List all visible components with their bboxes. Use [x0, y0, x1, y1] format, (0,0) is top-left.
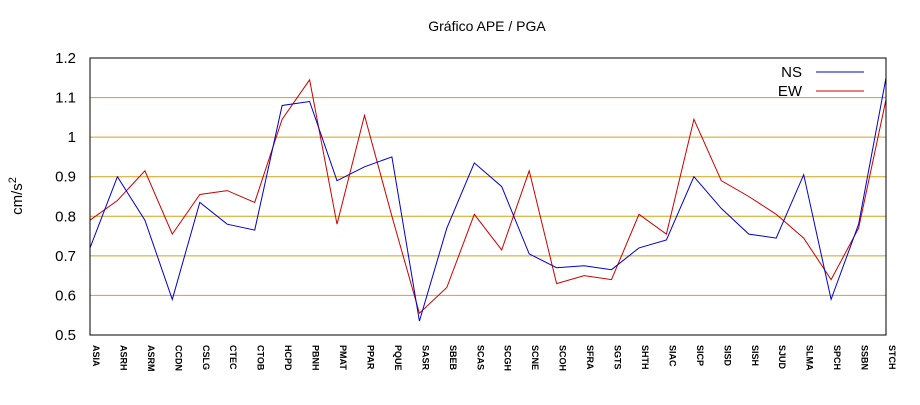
legend-label-ew: EW [778, 83, 803, 100]
series-lines [89, 77, 887, 322]
x-tick-label: SJUD [777, 345, 787, 370]
series-line-ns [89, 77, 887, 322]
grid-lines [90, 97, 886, 296]
x-tick-label: SPCH [832, 345, 842, 370]
x-tick-label: STCH [887, 345, 897, 370]
y-tick-labels: 0.5 0.6 0.7 0.8 0.9 1 1.1 1.2 [55, 50, 76, 344]
y-tick-label: 0.8 [55, 208, 76, 225]
x-tick-label: SSBN [860, 345, 870, 370]
x-tick-label: CTOB [256, 345, 266, 371]
x-tick-label: SCNE [530, 345, 540, 370]
y-tick-label: 1 [68, 129, 76, 146]
x-tick-label: SCAS [475, 345, 485, 370]
y-tick-label: 0.7 [55, 248, 76, 265]
y-tick-label: 0.6 [55, 287, 76, 304]
x-tick-label: PPAR [365, 345, 375, 370]
x-tick-label: PBNH [311, 345, 321, 371]
x-tick-label: CTEC [228, 345, 238, 370]
x-tick-label: SHTH [640, 345, 650, 370]
x-tick-label: SISH [750, 345, 760, 366]
x-tick-label: SCGH [503, 345, 513, 371]
x-tick-label: SIAC [667, 345, 677, 367]
y-tick-label: 1.2 [55, 50, 76, 67]
x-tick-label: PMAT [338, 345, 348, 370]
x-tick-label: SLMA [805, 345, 815, 371]
series-line-ew [89, 78, 887, 315]
plot-frame [89, 57, 887, 336]
x-tick-labels: ASIA ASRH ASRM CCDN CSLG CTEC CTOB HCPD PBNH PMAT… [91, 345, 897, 372]
y-axis-label: cm/s2 [7, 177, 26, 215]
x-tick-label: ASIA [91, 345, 101, 367]
x-tick-label: ASRM [146, 345, 156, 372]
x-tick-label: SBEB [448, 345, 458, 371]
x-tick-label: SFRA [585, 345, 595, 370]
x-tick-label: PQUE [393, 345, 403, 371]
x-tick-label: SCOH [558, 345, 568, 371]
x-tick-label: ASRH [118, 345, 128, 371]
x-tick-label: SASR [420, 345, 430, 371]
legend-label-ns: NS [781, 64, 802, 81]
x-tick-label: CCDN [173, 345, 183, 371]
x-tick-label: SISD [722, 345, 732, 367]
x-tick-label: HCPD [283, 345, 293, 371]
y-tick-label: 0.5 [55, 327, 76, 344]
chart-title: Gráfico APE / PGA [428, 18, 546, 34]
x-tick-label: CSLG [201, 345, 211, 370]
x-tick-label: SGTS [613, 345, 623, 370]
y-tick-label: 0.9 [55, 169, 76, 186]
y-tick-label: 1.1 [55, 90, 76, 107]
x-tick-label: SICP [695, 345, 705, 366]
legend: NS EW [778, 64, 864, 100]
